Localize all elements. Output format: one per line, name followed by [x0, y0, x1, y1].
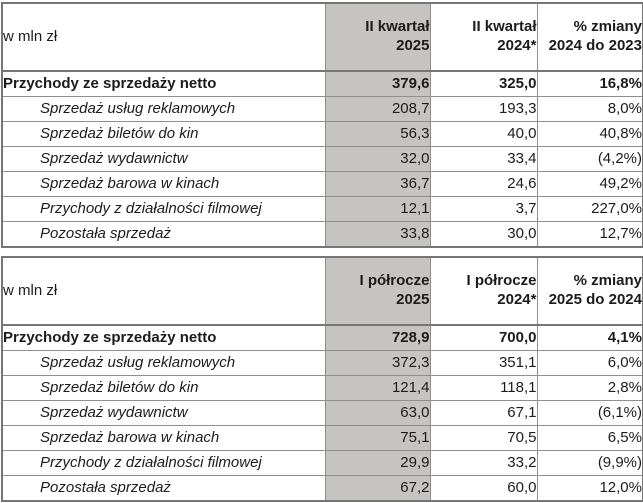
value-current: 728,9	[324, 324, 431, 351]
column-header-year: 2025	[396, 291, 430, 308]
value-prior: 700,0	[429, 324, 538, 351]
row-label: Przychody z działalności filmowej	[1, 196, 326, 222]
quarterly-results-table: w mln zł II kwartał 2025 II kwartał 2024…	[1, 2, 643, 248]
row-label: Przychody z działalności filmowej	[1, 450, 326, 476]
column-header-current-quarter: II kwartał 2025	[324, 2, 431, 72]
column-header-change-label: % zmiany	[573, 18, 642, 36]
table-row: Sprzedaż wydawnictw 32,0 33,4 (4,2%)	[1, 146, 643, 172]
row-label: Sprzedaż biletów do kin	[1, 375, 326, 401]
table-gap	[0, 248, 643, 256]
table-row: Sprzedaż usług reklamowych 372,3 351,1 6…	[1, 350, 643, 376]
value-change: 40,8%	[536, 121, 643, 147]
row-label: Przychody ze sprzedaży netto	[1, 324, 326, 351]
value-current: 67,2	[324, 475, 431, 502]
value-change: 49,2%	[536, 171, 643, 197]
value-prior: 70,5	[429, 425, 538, 451]
value-current: 208,7	[324, 96, 431, 122]
half-year-results-table: w mln zł I półrocze 2025 I półrocze 2024…	[1, 256, 643, 502]
value-current: 36,7	[324, 171, 431, 197]
column-header-prior-half-year: I półrocze 2024*	[429, 256, 538, 326]
half-year-header-row: w mln zł I półrocze 2025 I półrocze 2024…	[1, 256, 643, 326]
table-row: Sprzedaż biletów do kin 56,3 40,0 40,8%	[1, 121, 643, 147]
value-prior: 3,7	[429, 196, 538, 222]
table-row: Pozostała sprzedaż 67,2 60,0 12,0%	[1, 475, 643, 502]
value-prior: 351,1	[429, 350, 538, 376]
table-row: Przychody z działalności filmowej 12,1 3…	[1, 196, 643, 222]
value-current: 32,0	[324, 146, 431, 172]
value-change: (4,2%)	[536, 146, 643, 172]
value-change: 16,8%	[536, 70, 643, 97]
column-header-change-percent: % zmiany 2025 do 2024	[536, 256, 643, 326]
quarterly-header-row: w mln zł II kwartał 2025 II kwartał 2024…	[1, 2, 643, 72]
table-row: Przychody z działalności filmowej 29,9 3…	[1, 450, 643, 476]
value-current: 12,1	[324, 196, 431, 222]
value-prior: 325,0	[429, 70, 538, 97]
value-prior: 193,3	[429, 96, 538, 122]
table-row: Sprzedaż barowa w kinach 36,7 24,6 49,2%	[1, 171, 643, 197]
value-change: 8,0%	[536, 96, 643, 122]
value-current: 56,3	[324, 121, 431, 147]
row-label: Sprzedaż wydawnictw	[1, 146, 326, 172]
value-current: 33,8	[324, 221, 431, 248]
column-header-change-range: 2025 do 2024	[548, 291, 642, 308]
row-label: Sprzedaż barowa w kinach	[1, 171, 326, 197]
value-prior: 40,0	[429, 121, 538, 147]
value-current: 63,0	[324, 400, 431, 426]
value-prior: 24,6	[429, 171, 538, 197]
table-row: Sprzedaż biletów do kin 121,4 118,1 2,8%	[1, 375, 643, 401]
value-current: 379,6	[324, 70, 431, 97]
total-row: Przychody ze sprzedaży netto 379,6 325,0…	[1, 70, 643, 97]
value-change: 4,1%	[536, 324, 643, 351]
value-prior: 67,1	[429, 400, 538, 426]
value-change: (6,1%)	[536, 400, 643, 426]
value-prior: 33,4	[429, 146, 538, 172]
value-current: 121,4	[324, 375, 431, 401]
row-label: Pozostała sprzedaż	[1, 221, 326, 248]
value-change: 12,0%	[536, 475, 643, 502]
row-label: Sprzedaż usług reklamowych	[1, 96, 326, 122]
value-prior: 33,2	[429, 450, 538, 476]
column-header-period: II kwartał	[365, 18, 430, 36]
column-header-change-percent: % zmiany 2024 do 2023	[536, 2, 643, 72]
value-prior: 30,0	[429, 221, 538, 248]
unit-label: w mln zł	[1, 2, 326, 72]
column-header-period: II kwartał	[472, 18, 537, 36]
column-header-year: 2024*	[497, 37, 537, 54]
column-header-current-half-year: I półrocze 2025	[324, 256, 431, 326]
column-header-prior-quarter: II kwartał 2024*	[429, 2, 538, 72]
column-header-change-label: % zmiany	[573, 272, 642, 290]
column-header-year: 2024*	[497, 291, 537, 308]
row-label: Sprzedaż barowa w kinach	[1, 425, 326, 451]
value-current: 75,1	[324, 425, 431, 451]
row-label: Sprzedaż wydawnictw	[1, 400, 326, 426]
value-change: 12,7%	[536, 221, 643, 248]
value-change: 2,8%	[536, 375, 643, 401]
row-label: Przychody ze sprzedaży netto	[1, 70, 326, 97]
value-current: 29,9	[324, 450, 431, 476]
table-row: Sprzedaż usług reklamowych 208,7 193,3 8…	[1, 96, 643, 122]
total-row: Przychody ze sprzedaży netto 728,9 700,0…	[1, 324, 643, 351]
column-header-period: I półrocze	[359, 272, 430, 290]
column-header-year: 2025	[396, 37, 430, 54]
table-row: Pozostała sprzedaż 33,8 30,0 12,7%	[1, 221, 643, 248]
value-prior: 118,1	[429, 375, 538, 401]
value-change: 6,0%	[536, 350, 643, 376]
column-header-change-range: 2024 do 2023	[548, 37, 642, 54]
column-header-period: I półrocze	[466, 272, 537, 290]
row-label: Sprzedaż biletów do kin	[1, 121, 326, 147]
row-label: Sprzedaż usług reklamowych	[1, 350, 326, 376]
value-change: 227,0%	[536, 196, 643, 222]
value-change: (9,9%)	[536, 450, 643, 476]
unit-label: w mln zł	[1, 256, 326, 326]
value-change: 6,5%	[536, 425, 643, 451]
value-prior: 60,0	[429, 475, 538, 502]
value-current: 372,3	[324, 350, 431, 376]
table-row: Sprzedaż wydawnictw 63,0 67,1 (6,1%)	[1, 400, 643, 426]
table-row: Sprzedaż barowa w kinach 75,1 70,5 6,5%	[1, 425, 643, 451]
row-label: Pozostała sprzedaż	[1, 475, 326, 502]
